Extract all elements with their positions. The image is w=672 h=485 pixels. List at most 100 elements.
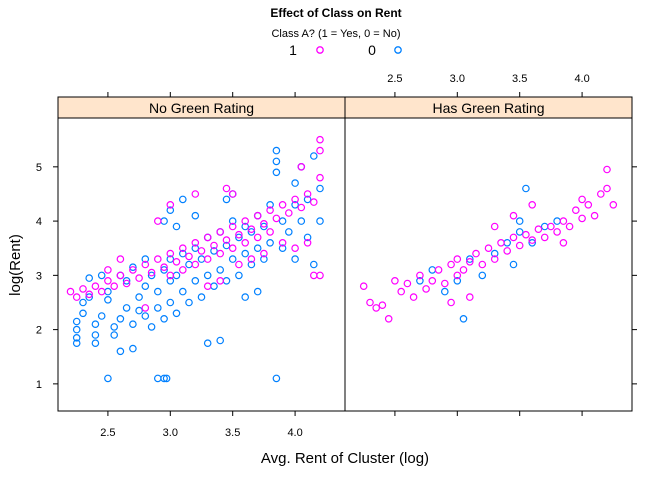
legend-label-1: 1 xyxy=(289,42,297,58)
strip-label-no-green: No Green Rating xyxy=(149,100,254,116)
point-has-green-class0 xyxy=(509,260,518,269)
point-no-green-class1 xyxy=(179,244,187,253)
point-no-green-class1 xyxy=(260,249,268,258)
point-no-green-class1 xyxy=(303,190,312,198)
y-tick-label: 4 xyxy=(36,216,42,228)
point-no-green-class0 xyxy=(110,331,119,339)
point-no-green-class0 xyxy=(172,271,181,280)
point-has-green-class0 xyxy=(416,276,424,285)
point-no-green-class0 xyxy=(122,276,131,285)
point-no-green-class0 xyxy=(154,287,162,296)
point-no-green-class1 xyxy=(116,255,125,263)
point-no-green-class1 xyxy=(191,190,200,198)
point-no-green-class0 xyxy=(309,260,318,269)
point-no-green-class0 xyxy=(160,266,168,274)
point-no-green-class1 xyxy=(72,293,81,301)
point-no-green-class1 xyxy=(166,271,175,280)
point-no-green-class0 xyxy=(272,168,281,177)
point-has-green-class1 xyxy=(416,271,424,280)
point-has-green-class1 xyxy=(509,211,518,220)
legend-marker-1 xyxy=(316,46,324,54)
point-no-green-class1 xyxy=(253,233,262,242)
point-no-green-class1 xyxy=(241,239,250,247)
point-no-green-class0 xyxy=(72,325,81,334)
point-no-green-class0 xyxy=(316,217,324,225)
point-no-green-class0 xyxy=(260,255,268,263)
point-no-green-class0 xyxy=(260,222,268,231)
point-no-green-class0 xyxy=(129,320,137,329)
legend: 1 0 xyxy=(289,42,402,58)
point-no-green-class0 xyxy=(154,304,162,312)
point-no-green-class1 xyxy=(297,163,306,171)
point-has-green-class1 xyxy=(391,276,399,285)
point-has-green-class1 xyxy=(596,190,605,198)
point-no-green-class1 xyxy=(129,266,137,274)
point-no-green-class1 xyxy=(228,190,237,198)
x-tick-label: 3.0 xyxy=(163,427,178,439)
point-has-green-class1 xyxy=(403,279,412,288)
point-no-green-class1 xyxy=(203,233,212,242)
point-no-green-class0 xyxy=(129,344,137,353)
point-no-green-class1 xyxy=(191,239,200,247)
point-no-green-class1 xyxy=(85,290,94,299)
point-has-green-class1 xyxy=(490,222,499,231)
point-no-green-class1 xyxy=(284,209,293,217)
point-no-green-class0 xyxy=(272,157,281,166)
point-no-green-class0 xyxy=(72,333,81,342)
point-no-green-class0 xyxy=(216,336,225,345)
point-no-green-class0 xyxy=(266,201,274,209)
point-has-green-class1 xyxy=(578,195,586,204)
point-no-green-class1 xyxy=(210,241,218,250)
point-no-green-class1 xyxy=(291,244,299,253)
point-no-green-class0 xyxy=(266,239,274,247)
chart-title: Effect of Class on Rent xyxy=(270,6,401,20)
point-no-green-class0 xyxy=(179,287,187,296)
point-no-green-class0 xyxy=(316,184,324,193)
point-no-green-class0 xyxy=(97,271,106,280)
point-has-green-class1 xyxy=(465,257,474,266)
point-has-green-class0 xyxy=(428,266,437,274)
point-no-green-class0 xyxy=(135,293,143,301)
y-axis-label: log(Rent) xyxy=(7,234,24,296)
x-tick-label-top: 2.5 xyxy=(387,73,402,85)
point-no-green-class1 xyxy=(253,211,262,220)
point-no-green-class0 xyxy=(160,374,168,383)
point-has-green-class0 xyxy=(515,217,524,225)
point-no-green-class1 xyxy=(309,198,318,206)
point-no-green-class0 xyxy=(241,222,250,231)
point-no-green-class0 xyxy=(291,201,299,209)
point-has-green-class0 xyxy=(528,239,537,247)
point-no-green-class0 xyxy=(72,317,81,326)
point-no-green-class1 xyxy=(309,271,318,280)
point-has-green-class1 xyxy=(459,266,468,274)
point-no-green-class0 xyxy=(291,255,299,263)
point-has-green-class1 xyxy=(559,239,568,247)
point-no-green-class1 xyxy=(154,255,162,263)
point-no-green-class1 xyxy=(166,249,175,258)
point-no-green-class0 xyxy=(241,249,250,258)
point-no-green-class0 xyxy=(272,374,281,383)
point-has-green-class1 xyxy=(609,201,618,209)
point-has-green-class1 xyxy=(509,233,518,242)
point-no-green-class0 xyxy=(297,217,306,225)
panel-frame-has-green xyxy=(344,117,633,412)
point-no-green-class0 xyxy=(228,217,237,225)
point-no-green-class0 xyxy=(235,271,243,280)
point-no-green-class1 xyxy=(172,257,181,266)
point-no-green-class0 xyxy=(154,374,162,383)
point-no-green-class1 xyxy=(166,201,175,209)
point-no-green-class0 xyxy=(172,309,181,318)
point-has-green-class1 xyxy=(453,255,462,263)
point-has-green-class1 xyxy=(428,276,437,285)
point-has-green-class0 xyxy=(553,217,561,225)
point-no-green-class1 xyxy=(179,266,187,274)
point-no-green-class1 xyxy=(203,282,212,291)
point-no-green-class1 xyxy=(260,220,268,228)
point-no-green-class1 xyxy=(222,184,231,193)
point-has-green-class1 xyxy=(359,282,368,291)
point-no-green-class1 xyxy=(241,217,250,225)
point-no-green-class0 xyxy=(191,211,200,220)
point-has-green-class1 xyxy=(584,201,593,209)
point-has-green-class1 xyxy=(578,214,586,223)
point-no-green-class0 xyxy=(284,228,293,236)
